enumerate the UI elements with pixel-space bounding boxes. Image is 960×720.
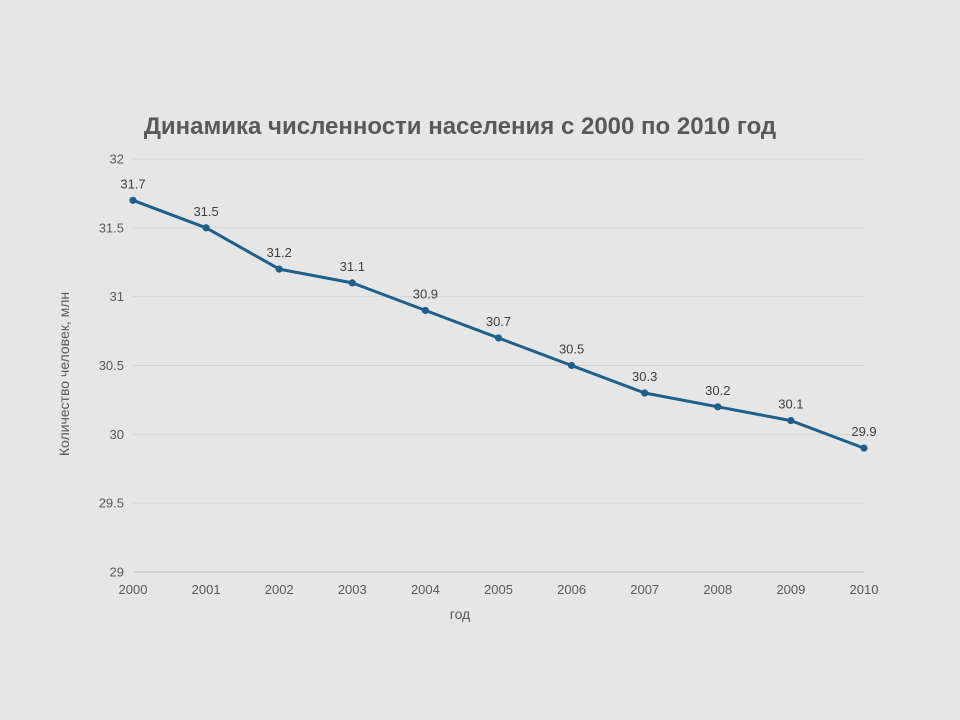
data-label: 31.5 xyxy=(193,204,218,219)
data-label: 31.7 xyxy=(120,176,145,191)
y-tick-label: 31.5 xyxy=(99,220,124,235)
data-point xyxy=(348,279,356,287)
data-label: 29.9 xyxy=(851,424,876,439)
data-point xyxy=(129,196,137,204)
data-label: 31.2 xyxy=(267,245,292,260)
data-label: 30.2 xyxy=(705,383,730,398)
x-tick-label: 2010 xyxy=(850,582,879,597)
x-tick-label: 2008 xyxy=(703,582,732,597)
y-tick-label: 30.5 xyxy=(99,358,124,373)
data-label: 30.1 xyxy=(778,397,803,412)
data-point xyxy=(860,444,868,452)
x-axis-title: год xyxy=(450,606,470,622)
data-label: 30.9 xyxy=(413,286,438,301)
data-point xyxy=(641,389,649,397)
y-axis-ticks: 29 29.5 30 30.5 31 31.5 32 xyxy=(99,152,124,580)
x-tick-label: 2009 xyxy=(776,582,805,597)
data-label: 30.3 xyxy=(632,369,657,384)
data-points xyxy=(129,196,868,452)
data-point xyxy=(714,403,722,411)
x-tick-label: 2003 xyxy=(338,582,367,597)
data-point xyxy=(202,224,210,232)
x-tick-label: 2005 xyxy=(484,582,513,597)
data-label: 31.1 xyxy=(340,259,365,274)
gridlines xyxy=(133,158,864,573)
y-tick-label: 31 xyxy=(110,289,124,304)
x-tick-label: 2000 xyxy=(119,582,148,597)
data-label: 30.7 xyxy=(486,314,511,329)
data-labels: 31.7 31.5 31.2 31.1 30.9 30.7 30.5 30.3 30.2 30.1… xyxy=(120,176,876,439)
y-axis-title: Количество человек, млн xyxy=(56,292,72,456)
x-tick-label: 2004 xyxy=(411,582,440,597)
x-axis-ticks: 2000 2001 2002 2003 2004 2005 2006 2007 2008 2009… xyxy=(119,582,879,597)
x-tick-label: 2006 xyxy=(557,582,586,597)
y-tick-label: 29 xyxy=(110,565,124,580)
data-point xyxy=(421,306,429,315)
chart-title: Динамика численности населения с 2000 по… xyxy=(144,113,776,140)
x-tick-label: 2001 xyxy=(192,582,221,597)
data-point xyxy=(787,416,795,425)
y-tick-label: 30 xyxy=(110,427,124,442)
data-point xyxy=(568,361,576,370)
y-tick-label: 32 xyxy=(110,152,124,167)
data-point xyxy=(494,334,503,342)
x-tick-label: 2002 xyxy=(265,582,294,597)
x-tick-label: 2007 xyxy=(630,582,659,597)
data-point xyxy=(275,265,283,273)
data-label: 30.5 xyxy=(559,342,584,357)
y-tick-label: 29.5 xyxy=(99,496,124,511)
